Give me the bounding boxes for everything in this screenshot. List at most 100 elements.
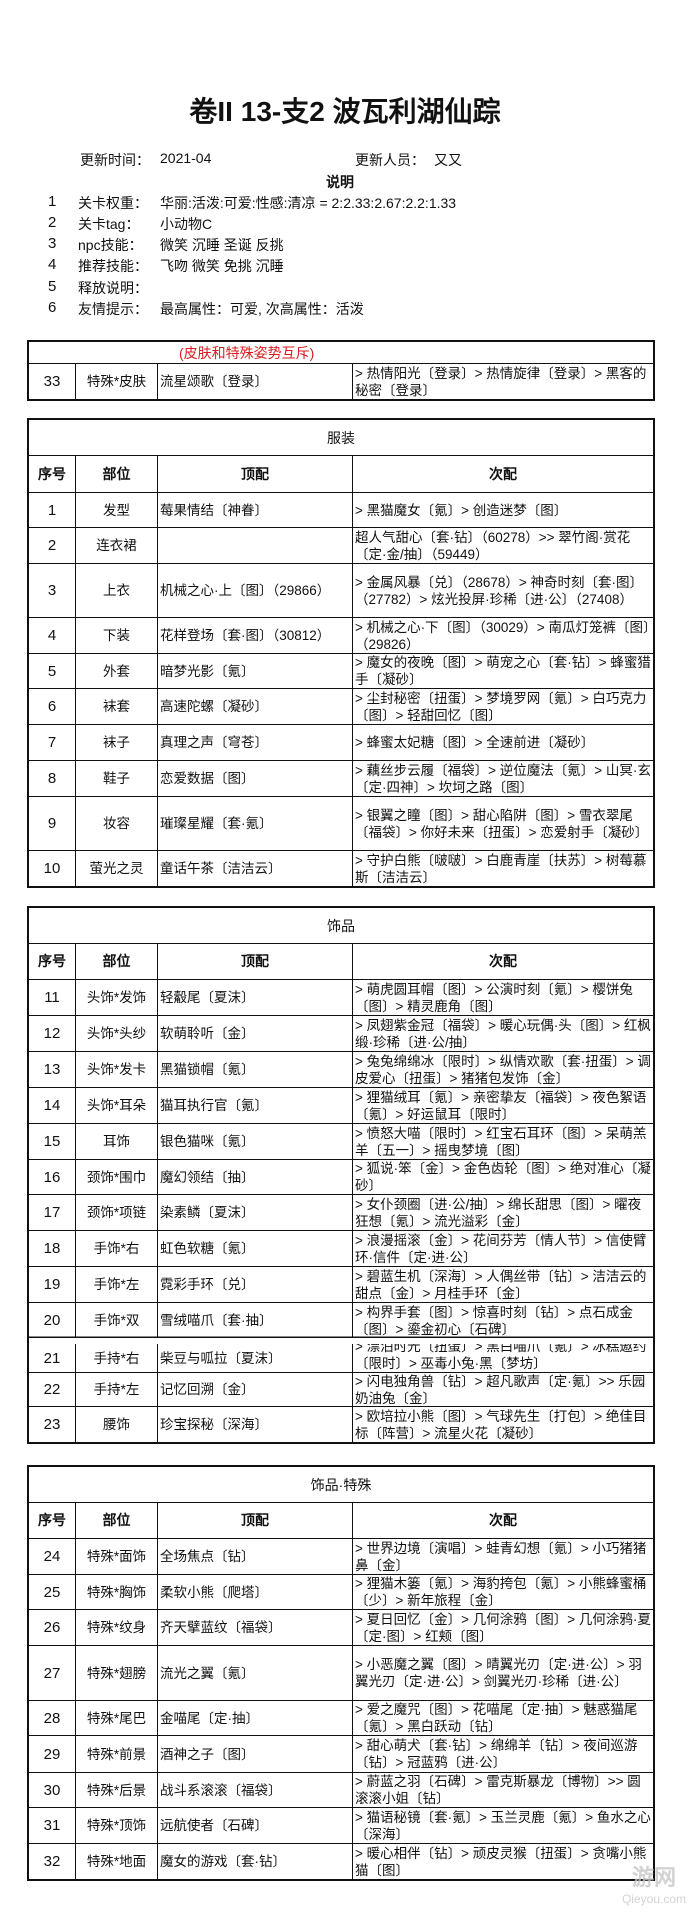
note-label: 推荐技能： bbox=[78, 258, 148, 274]
alternatives: > 魔女的夜晚〔图〕> 萌宠之心〔套·钻〕> 蜂蜜猎手〔凝砂〕 bbox=[352, 654, 653, 688]
alternatives: > 守护白熊〔啵啵〕> 白鹿青崖〔扶苏〕> 树莓慕斯〔洁洁云〕 bbox=[352, 851, 653, 886]
alternatives: > 萌虎圆耳帽〔图〕> 公演时刻〔氪〕> 樱饼兔〔图〕> 精灵鹿角〔图〕 bbox=[352, 980, 653, 1015]
alternatives: > 金属风暴〔兑〕（28678）> 神奇时刻〔套·图〕（27782）> 炫光投屏… bbox=[352, 564, 653, 617]
note-number: 2 bbox=[48, 214, 57, 231]
table-row: 4 下装 花样登场〔套·图〕（30812） > 机械之心·下〔图〕（30029）> 南… bbox=[29, 617, 653, 653]
alternatives: > 狸猫木篓〔氪〕> 海豹挎包〔氪〕> 小熊蜂蜜桶〔少〕> 新年旅程〔金〕 bbox=[352, 1575, 653, 1609]
top-pick: 流星颂歌〔登录〕 bbox=[157, 364, 352, 399]
slot: 特殊*前景 bbox=[75, 1736, 157, 1772]
top-pick: 记忆回溯〔金〕 bbox=[157, 1373, 352, 1406]
top-pick: 猫耳执行官〔氪〕 bbox=[157, 1088, 352, 1123]
alternatives: > 银翼之瞳〔图〕> 甜心陷阱〔图〕> 雪衣翠尾〔福袋〕> 你好未来〔扭蛋〕> … bbox=[352, 797, 653, 850]
table-row: 29 特殊*前景 酒神之子〔图〕 > 甜心萌犬〔套·钻〕> 绵绵羊〔钻〕> 夜间巡游〔… bbox=[29, 1735, 653, 1772]
top-pick: 齐天擘蓝纹〔福袋〕 bbox=[157, 1610, 352, 1645]
note-label: 释放说明： bbox=[78, 280, 148, 296]
slot: 手持*左 bbox=[75, 1373, 157, 1406]
alternatives: > 女仆颈圈〔进·公/抽〕> 绵长甜思〔图〕> 曜夜狂想〔氪〕> 流光溢彩〔金〕 bbox=[352, 1195, 653, 1230]
alternatives: > 狐说·笨〔金〕> 金色齿轮〔图〕> 绝对准心〔凝砂〕 bbox=[352, 1160, 653, 1194]
table-row: 33 特殊*皮肤 流星颂歌〔登录〕 > 热情阳光〔登录〕> 热情旋律〔登录〕> 黑客的… bbox=[29, 363, 653, 399]
alternatives: > 暖心相伴〔钻〕> 顽皮灵猴〔扭蛋〕> 贪嘴小熊猫〔图〕 bbox=[352, 1844, 653, 1879]
top-pick: 珍宝探秘〔深海〕 bbox=[157, 1407, 352, 1442]
alternatives: > 闪电独角兽〔钻〕> 超凡歌声〔定·氪〕>> 乐园奶油兔〔金〕 bbox=[352, 1373, 653, 1406]
updater-label: 更新人员： bbox=[355, 152, 425, 168]
top-pick: 花样登场〔套·图〕（30812） bbox=[157, 618, 352, 653]
slot: 特殊*后景 bbox=[75, 1773, 157, 1807]
alternatives: > 狸猫绒耳〔氪〕> 亲密挚友〔福袋〕> 夜色絮语〔氪〕> 好运鼠耳〔限时〕 bbox=[352, 1088, 653, 1123]
skin-table: (皮肤和特殊姿势互斥) 33 特殊*皮肤 流星颂歌〔登录〕 > 热情阳光〔登录〕> 热情… bbox=[27, 340, 655, 401]
note-value: 飞吻 微笑 免挑 沉睡 bbox=[160, 258, 284, 274]
top-pick: 轻觳尾〔夏沫〕 bbox=[157, 980, 352, 1015]
alternatives: > 愤怒大喵〔限时〕> 红宝石耳环〔图〕> 呆萌羔羊〔五一〕> 摇曳梦境〔图〕 bbox=[352, 1124, 653, 1159]
table-header-row: 序号 部位 顶配 次配 bbox=[29, 455, 653, 492]
top-pick: 真理之声〔穹苍〕 bbox=[157, 725, 352, 760]
row-number: 21 bbox=[43, 1349, 61, 1367]
exclusive-note: (皮肤和特殊姿势互斥) bbox=[179, 345, 315, 361]
slot: 特殊*翅膀 bbox=[75, 1646, 157, 1700]
slot: 连衣裙 bbox=[75, 528, 157, 563]
table-row: 32 特殊*地面 魔女的游戏〔套·钻〕 > 暖心相伴〔钻〕> 顽皮灵猴〔扭蛋〕> 贪嘴… bbox=[29, 1843, 653, 1879]
table-row: 10 萤光之灵 童话午茶〔洁洁云〕 > 守护白熊〔啵啵〕> 白鹿青崖〔扶苏〕> 树莓慕… bbox=[29, 850, 653, 886]
slot: 妆容 bbox=[75, 797, 157, 850]
row-number: 26 bbox=[43, 1619, 61, 1636]
top-pick: 虹色软糖〔氪〕 bbox=[157, 1231, 352, 1266]
slot: 袜套 bbox=[75, 689, 157, 724]
row-number: 23 bbox=[43, 1416, 61, 1433]
top-pick: 战斗系滚滚〔福袋〕 bbox=[157, 1773, 352, 1807]
top-pick: 童话午茶〔洁洁云〕 bbox=[157, 851, 352, 886]
slot: 头饰*发饰 bbox=[75, 980, 157, 1015]
top-pick: 软萌聆听〔金〕 bbox=[157, 1016, 352, 1051]
alternatives: > 兔兔绵绵冰〔限时〕> 纵情欢歌〔套·扭蛋〕> 调皮爱心〔扭蛋〕> 猪猪包发饰… bbox=[352, 1052, 653, 1087]
table-row: 16 颈饰*围巾 魔幻领结〔抽〕 > 狐说·笨〔金〕> 金色齿轮〔图〕> 绝对准心〔凝… bbox=[29, 1159, 653, 1194]
top-pick: 黑猫锁帽〔氪〕 bbox=[157, 1052, 352, 1087]
table-row: 30 特殊*后景 战斗系滚滚〔福袋〕 > 蔚蓝之羽〔石碑〕> 雷克斯暴龙〔博物〕>> … bbox=[29, 1772, 653, 1807]
top-pick: 高速陀螺〔凝砂〕 bbox=[157, 689, 352, 724]
row-number: 13 bbox=[43, 1061, 61, 1078]
column-header: 部位 bbox=[75, 944, 157, 979]
top-pick: 魔女的游戏〔套·钻〕 bbox=[157, 1844, 352, 1879]
table-row: 21 手持*右 柴豆与呱拉〔夏沫〕 > 漂泊时光〔扭蛋〕> 黑白喵爪〔氪〕> 冰糕邀约… bbox=[29, 1338, 653, 1372]
slot: 手饰*双 bbox=[75, 1303, 157, 1338]
table-row: 3 上衣 机械之心·上〔图〕（29866） > 金属风暴〔兑〕（28678）> 神奇时… bbox=[29, 563, 653, 617]
note-number: 3 bbox=[48, 235, 57, 252]
table-row: 15 耳饰 银色猫咪〔氪〕 > 愤怒大喵〔限时〕> 红宝石耳环〔图〕> 呆萌羔羊〔五一… bbox=[29, 1123, 653, 1159]
update-time-label: 更新时间： bbox=[80, 152, 150, 168]
alternatives: > 夏日回忆〔金〕> 几何涂鸦〔图〕> 几何涂鸦·夏〔定·图〕> 红颊〔图〕 bbox=[352, 1610, 653, 1645]
alternatives: > 爱之魔咒〔图〕> 花喵尾〔定·抽〕> 魅惑猫尾〔氪〕> 黑白跃动〔钻〕 bbox=[352, 1701, 653, 1735]
alternatives: > 藕丝步云履〔福袋〕> 逆位魔法〔氪〕> 山冥·玄〔定·四神〕> 坎坷之路〔图… bbox=[352, 761, 653, 796]
row-number: 22 bbox=[43, 1381, 61, 1398]
row-number: 32 bbox=[43, 1853, 61, 1870]
top-pick: 璀璨星耀〔套·氪〕 bbox=[157, 797, 352, 850]
row-number: 9 bbox=[47, 815, 57, 832]
column-header: 次配 bbox=[352, 1503, 653, 1538]
row-number: 18 bbox=[43, 1240, 61, 1257]
table-row: 22 手持*左 记忆回溯〔金〕 > 闪电独角兽〔钻〕> 超凡歌声〔定·氪〕>> 乐园奶… bbox=[29, 1372, 653, 1406]
slot: 头饰*头纱 bbox=[75, 1016, 157, 1051]
updater: 又又 bbox=[434, 152, 462, 168]
slot: 发型 bbox=[75, 493, 157, 527]
note-value: 最高属性：可爱, 次高属性：活泼 bbox=[160, 301, 364, 317]
table-row: 27 特殊*翅膀 流光之翼〔氪〕 > 小恶魔之翼〔图〕> 晴翼光刃〔定·进·公〕> 羽… bbox=[29, 1645, 653, 1700]
table-row: 20 手饰*双 雪绒喵爪〔套·抽〕 > 构界手套〔图〕> 惊喜时刻〔钻〕> 点石成金〔… bbox=[29, 1302, 653, 1338]
top-pick: 染素鳞〔夏沫〕 bbox=[157, 1195, 352, 1230]
note-label: 关卡权重： bbox=[78, 195, 148, 211]
alternatives: > 黑猫魔女〔氪〕> 创造迷梦〔图〕 bbox=[352, 493, 653, 527]
table-row: 2 连衣裙 超人气甜心〔套·钻〕（60278）>> 翠竹阁·赏花〔定·金/抽〕（59… bbox=[29, 527, 653, 563]
top-pick bbox=[157, 528, 352, 563]
table-row: 8 鞋子 恋爱数据〔图〕 > 藕丝步云履〔福袋〕> 逆位魔法〔氪〕> 山冥·玄〔定·四… bbox=[29, 760, 653, 796]
slot: 颈饰*项链 bbox=[75, 1195, 157, 1230]
slot: 特殊*面饰 bbox=[75, 1539, 157, 1574]
special-accessory-table: 饰品·特殊 序号 部位 顶配 次配 24 特殊*面饰 全场焦点〔钻〕 > 世界边境〔演唱〕> 蛙… bbox=[27, 1465, 655, 1881]
slot: 头饰*发卡 bbox=[75, 1052, 157, 1087]
note-number: 5 bbox=[48, 278, 57, 295]
alternatives: > 尘封秘密〔扭蛋〕> 梦境罗网〔氪〕> 白巧克力〔图〕> 轻甜回忆〔图〕 bbox=[352, 689, 653, 724]
row-number: 14 bbox=[43, 1097, 61, 1114]
top-pick: 恋爱数据〔图〕 bbox=[157, 761, 352, 796]
column-header: 顶配 bbox=[157, 456, 352, 492]
alternatives: > 机械之心·下〔图〕（30029）> 南瓜灯笼裤〔图〕（29826） bbox=[352, 618, 653, 653]
table-title: 服装 bbox=[327, 429, 355, 446]
row-number: 20 bbox=[43, 1312, 61, 1329]
top-pick: 流光之翼〔氪〕 bbox=[157, 1646, 352, 1700]
column-header: 部位 bbox=[75, 1503, 157, 1538]
row-number: 1 bbox=[47, 501, 57, 519]
slot: 特殊*地面 bbox=[75, 1844, 157, 1879]
